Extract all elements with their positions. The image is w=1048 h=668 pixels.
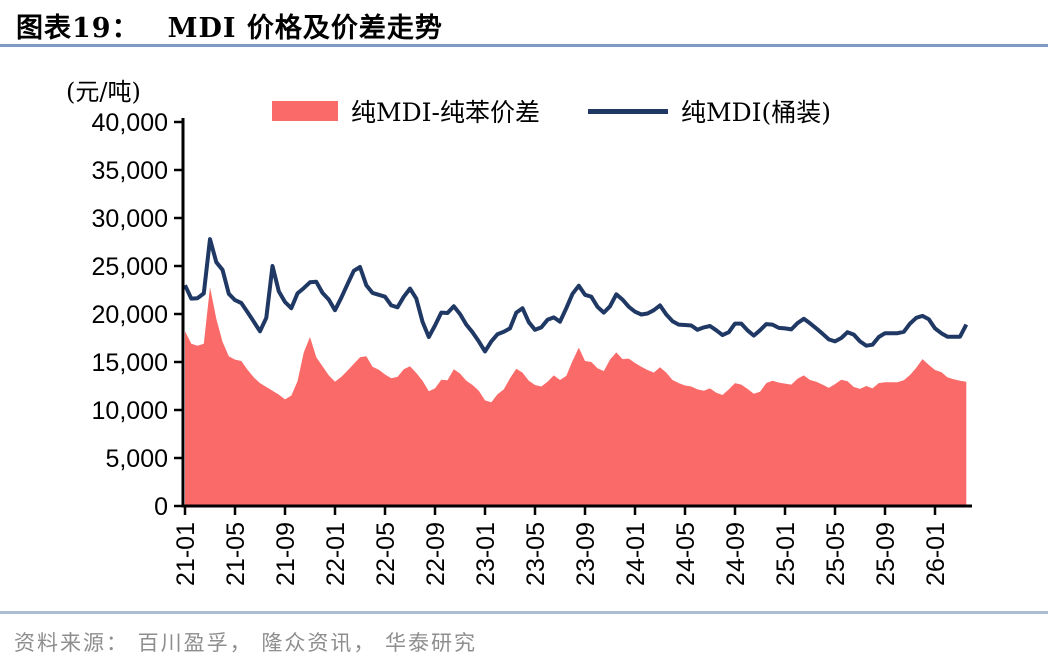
- legend-item-line: 纯MDI(桶装): [587, 93, 831, 129]
- y-axis-tick-label: 30,000: [92, 205, 168, 233]
- legend-area-label: 纯MDI-纯苯价差: [351, 98, 540, 127]
- y-axis-unit-label: (元/吨): [66, 78, 141, 106]
- x-axis-tick-label: 22-01: [322, 522, 350, 586]
- y-axis-tick-label: 15,000: [92, 349, 168, 377]
- x-axis-tick-label: 24-01: [622, 522, 650, 586]
- x-axis-tick-label: 25-05: [822, 522, 850, 586]
- y-axis-tick-label: 0: [154, 493, 168, 521]
- y-axis-tick-label: 5,000: [105, 445, 168, 473]
- legend-line-label: 纯MDI(桶装): [680, 98, 831, 127]
- footer-divider: [0, 611, 1048, 614]
- y-axis-tick-label: 25,000: [92, 253, 168, 281]
- figure-title: 图表19： MDI 价格及价差走势: [16, 6, 443, 45]
- legend-line-swatch: [587, 108, 668, 114]
- figure-number-label: 图表19：: [16, 13, 140, 44]
- chart-legend: 纯MDI-纯苯价差 纯MDI(桶装): [272, 93, 831, 129]
- y-axis-tick-label: 10,000: [92, 397, 168, 425]
- line-series-mdi: [183, 237, 969, 354]
- x-axis-tick-label: 21-05: [222, 522, 250, 586]
- x-axis-tick-label: 24-09: [722, 522, 750, 586]
- x-axis-tick-label: 23-05: [522, 522, 550, 586]
- x-axis-tick-label: 23-01: [472, 522, 500, 586]
- legend-item-area: 纯MDI-纯苯价差: [272, 93, 540, 129]
- area-series-spread: [185, 287, 967, 506]
- y-axis-tick-label: 20,000: [92, 301, 168, 329]
- figure-title-text: MDI 价格及价差走势: [167, 13, 443, 44]
- x-axis-tick-label: 22-05: [372, 522, 400, 586]
- y-axis-tick-label: 40,000: [92, 109, 168, 137]
- x-axis-tick-label: 25-09: [872, 522, 900, 586]
- x-axis-tick-label: 21-01: [172, 522, 200, 586]
- x-axis-tick-label: 24-05: [672, 522, 700, 586]
- x-axis-tick-label: 26-01: [922, 522, 950, 586]
- x-axis-tick-label: 23-09: [572, 522, 600, 586]
- source-note: 资料来源： 百川盈孚， 隆众资讯， 华泰研究: [14, 631, 478, 655]
- x-axis-tick-label: 22-09: [422, 522, 450, 586]
- x-axis-tick-label: 25-01: [772, 522, 800, 586]
- legend-area-swatch: [272, 101, 338, 121]
- title-divider: [0, 44, 1048, 47]
- y-axis-tick-label: 35,000: [92, 157, 168, 185]
- x-axis-tick-label: 21-09: [272, 522, 300, 586]
